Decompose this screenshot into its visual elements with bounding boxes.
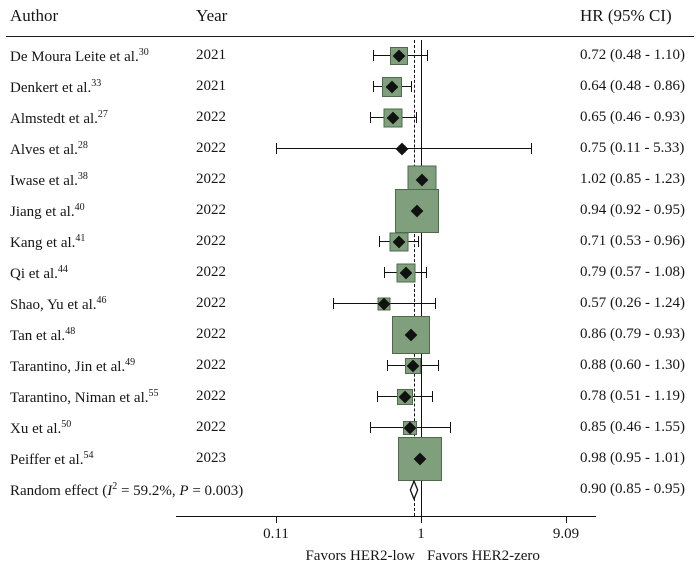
study-author: Denkert et al.33 [10, 78, 101, 97]
study-author: Almstedt et al.27 [10, 109, 108, 128]
study-hr-ci: 0.65 (0.46 - 0.93) [580, 109, 685, 126]
header-hr: HR (95% CI) [580, 6, 672, 26]
study-row: De Moura Leite et al.30 2021 0.72 (0.48 - … [0, 40, 700, 71]
study-year: 2022 [196, 357, 226, 374]
study-author: Iwase et al.38 [10, 171, 88, 190]
study-year: 2021 [196, 47, 226, 64]
study-marker [276, 443, 566, 474]
study-author: Kang et al.41 [10, 233, 85, 252]
study-row: Iwase et al.38 2022 1.02 (0.85 - 1.23) [0, 164, 700, 195]
axis-tick [276, 516, 277, 523]
study-hr-ci: 0.75 (0.11 - 5.33) [580, 140, 684, 157]
study-marker [276, 40, 566, 71]
study-author: Qi et al.44 [10, 264, 68, 283]
study-marker [276, 102, 566, 133]
study-hr-ci: 0.88 (0.60 - 1.30) [580, 357, 685, 374]
study-year: 2022 [196, 171, 226, 188]
study-row: Kang et al.41 2022 0.71 (0.53 - 0.96) [0, 226, 700, 257]
axis-tick-label: 1 [417, 526, 425, 543]
study-marker [276, 195, 566, 226]
study-marker [276, 257, 566, 288]
study-row: Tarantino, Jin et al.49 2022 0.88 (0.60 - … [0, 350, 700, 381]
axis-tick [566, 516, 567, 523]
study-row: Peiffer et al.54 2023 0.98 (0.95 - 1.01) [0, 443, 700, 474]
study-hr-ci: 0.94 (0.92 - 0.95) [580, 202, 685, 219]
study-marker [276, 71, 566, 102]
x-axis: 0.1119.09 Favors HER2-low Favors HER2-ze… [276, 516, 566, 572]
study-marker [276, 133, 566, 164]
study-row: Jiang et al.40 2022 0.94 (0.92 - 0.95) [0, 195, 700, 226]
study-author: Tan et al.48 [10, 326, 75, 345]
study-year: 2021 [196, 78, 226, 95]
study-marker [276, 381, 566, 412]
axis-tick-label: 9.09 [553, 526, 579, 543]
study-year: 2022 [196, 140, 226, 157]
study-row: Alves et al.28 2022 0.75 (0.11 - 5.33) [0, 133, 700, 164]
study-hr-ci: 0.71 (0.53 - 0.96) [580, 233, 685, 250]
axis-tick [421, 516, 422, 523]
study-marker [276, 350, 566, 381]
study-author: Xu et al.50 [10, 419, 71, 438]
study-row: Tarantino, Niman et al.55 2022 0.78 (0.51 … [0, 381, 700, 412]
study-hr-ci: 0.57 (0.26 - 1.24) [580, 295, 685, 312]
summary-label: Random effect (I2 = 59.2%, P = 0.003) [10, 481, 243, 500]
study-row: Denkert et al.33 2021 0.64 (0.48 - 0.86) [0, 71, 700, 102]
header-author: Author [10, 6, 58, 26]
header-year: Year [196, 6, 227, 26]
study-year: 2022 [196, 202, 226, 219]
study-year: 2022 [196, 326, 226, 343]
study-hr-ci: 0.78 (0.51 - 1.19) [580, 388, 685, 405]
study-hr-ci: 1.02 (0.85 - 1.23) [580, 171, 685, 188]
study-hr-ci: 0.79 (0.57 - 1.08) [580, 264, 685, 281]
forest-plot: Author Year HR (95% CI) De Moura Leite e… [0, 0, 700, 572]
axis-line [176, 516, 596, 517]
study-year: 2022 [196, 233, 226, 250]
study-author: Alves et al.28 [10, 140, 88, 159]
study-row: Qi et al.44 2022 0.79 (0.57 - 1.08) [0, 257, 700, 288]
study-year: 2022 [196, 295, 226, 312]
study-hr-ci: 0.98 (0.95 - 1.01) [580, 450, 685, 467]
study-author: De Moura Leite et al.30 [10, 47, 149, 66]
study-author: Peiffer et al.54 [10, 450, 93, 469]
favors-right-label: Favors HER2-zero [427, 548, 540, 565]
study-marker [276, 288, 566, 319]
study-row: Xu et al.50 2022 0.85 (0.46 - 1.55) [0, 412, 700, 443]
study-hr-ci: 0.72 (0.48 - 1.10) [580, 47, 685, 64]
study-year: 2022 [196, 264, 226, 281]
study-hr-ci: 0.64 (0.48 - 0.86) [580, 78, 685, 95]
study-author: Tarantino, Niman et al.55 [10, 388, 159, 407]
study-marker [276, 319, 566, 350]
study-hr-ci: 0.86 (0.79 - 0.93) [580, 326, 685, 343]
study-author: Tarantino, Jin et al.49 [10, 357, 135, 376]
study-year: 2022 [196, 388, 226, 405]
summary-hr-ci: 0.90 (0.85 - 0.95) [580, 481, 685, 498]
study-author: Shao, Yu et al.46 [10, 295, 107, 314]
study-year: 2023 [196, 450, 226, 467]
study-author: Jiang et al.40 [10, 202, 85, 221]
summary-row: Random effect (I2 = 59.2%, P = 0.003) 0.9… [0, 474, 700, 505]
favors-left-label: Favors HER2-low [305, 548, 415, 565]
study-year: 2022 [196, 419, 226, 436]
study-row: Tan et al.48 2022 0.86 (0.79 - 0.93) [0, 319, 700, 350]
study-rows: De Moura Leite et al.30 2021 0.72 (0.48 - … [0, 40, 700, 505]
study-hr-ci: 0.85 (0.46 - 1.55) [580, 419, 685, 436]
study-marker [276, 226, 566, 257]
study-row: Almstedt et al.27 2022 0.65 (0.46 - 0.93) [0, 102, 700, 133]
study-row: Shao, Yu et al.46 2022 0.57 (0.26 - 1.24) [0, 288, 700, 319]
separator-line [6, 36, 694, 37]
study-year: 2022 [196, 109, 226, 126]
axis-tick-label: 0.11 [263, 526, 289, 543]
summary-diamond [276, 474, 566, 505]
